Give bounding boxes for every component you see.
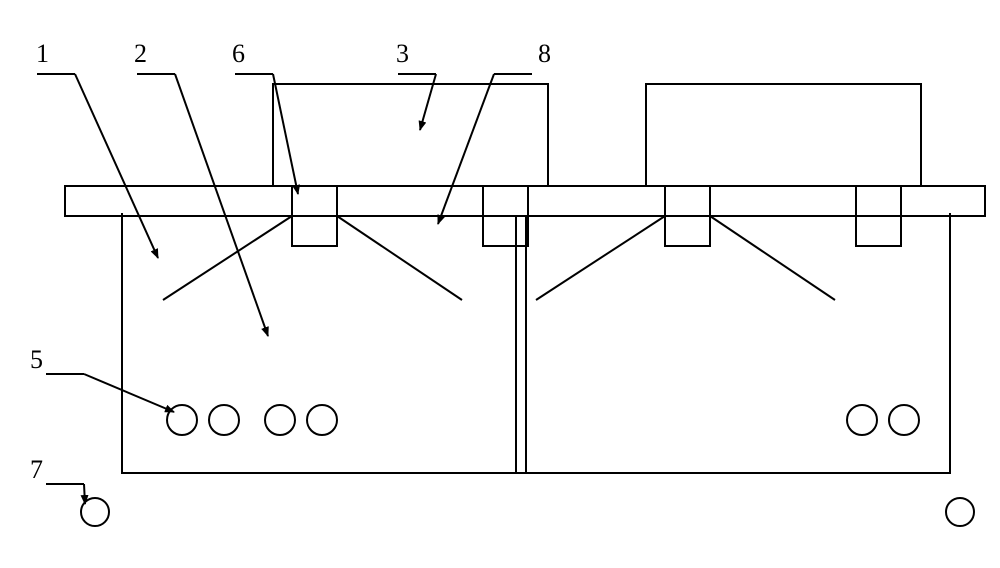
heater-coil	[847, 405, 877, 435]
callout-label-1: 1	[36, 39, 49, 68]
funnel-side	[710, 216, 835, 300]
funnel-side	[337, 216, 462, 300]
leader-arrow	[175, 74, 268, 336]
callout-label-8: 8	[538, 39, 551, 68]
heater-coil	[889, 405, 919, 435]
heater-coil	[307, 405, 337, 435]
outer-frame	[122, 213, 950, 473]
funnel-side	[536, 216, 665, 300]
cap	[273, 84, 548, 186]
engineering-diagram: 1 2 6 3 8 5 7	[0, 0, 1000, 568]
foot-circle	[946, 498, 974, 526]
heater-coil	[167, 405, 197, 435]
leader-arrow	[75, 74, 158, 258]
heater-coil	[209, 405, 239, 435]
callout-label-7: 7	[30, 455, 43, 484]
leader-arrow	[420, 74, 436, 130]
heater-coil	[265, 405, 295, 435]
callout-label-6: 6	[232, 39, 245, 68]
cover-plate	[65, 186, 985, 216]
callout-label-2: 2	[134, 39, 147, 68]
callout-label-3: 3	[396, 39, 409, 68]
leader-arrow	[273, 74, 298, 194]
funnel-side	[163, 216, 292, 300]
callout-label-5: 5	[30, 345, 43, 374]
labels-layer: 1 2 6 3 8 5 7	[30, 39, 551, 504]
divider	[516, 216, 526, 473]
leader-arrow	[84, 374, 174, 412]
leader-arrow	[84, 484, 85, 504]
leader-arrow	[438, 74, 494, 224]
cap	[646, 84, 921, 186]
